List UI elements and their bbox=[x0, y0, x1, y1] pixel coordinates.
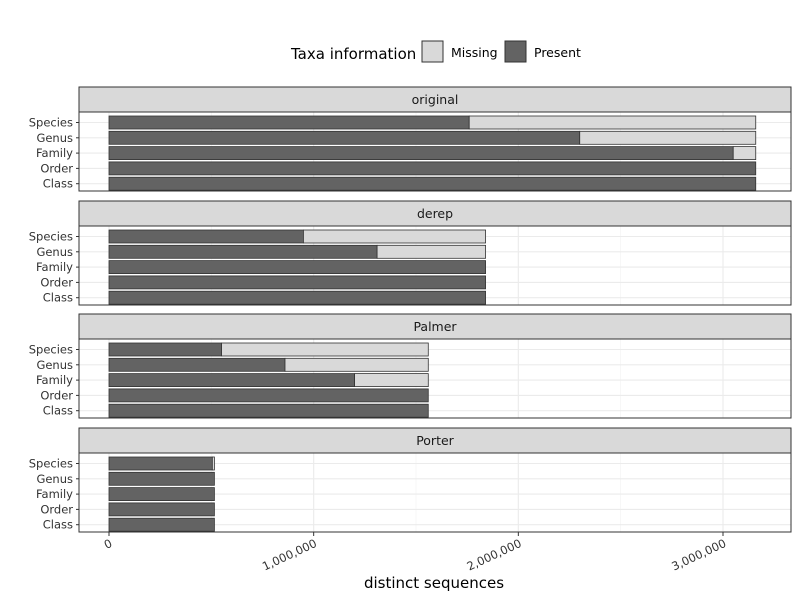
legend-title: Taxa information bbox=[290, 45, 416, 63]
bar-present-order bbox=[108, 502, 215, 517]
y-tick-label-genus: Genus bbox=[36, 472, 73, 486]
bar-present-family bbox=[108, 146, 734, 161]
x-tick-label: 2,000,000 bbox=[465, 536, 524, 573]
y-tick-label-family: Family bbox=[36, 260, 73, 274]
legend-label-present: Present bbox=[534, 45, 581, 60]
panel-strip bbox=[78, 313, 792, 340]
panel-border bbox=[78, 338, 792, 419]
panels: originalSpeciesGenusFamilyOrderClassdere… bbox=[29, 86, 792, 533]
y-tick-label-class: Class bbox=[43, 518, 73, 532]
bar-present-class bbox=[108, 290, 486, 305]
bar-present-order bbox=[108, 275, 486, 290]
y-tick-label-family: Family bbox=[36, 373, 73, 387]
bar-present-family bbox=[108, 260, 486, 275]
y-tick-label-order: Order bbox=[40, 502, 73, 516]
y-tick-label-species: Species bbox=[29, 343, 73, 357]
bar-missing-family bbox=[354, 373, 429, 388]
bar-present-class bbox=[108, 403, 429, 418]
y-tick-label-order: Order bbox=[40, 388, 73, 402]
panel-strip-label: original bbox=[412, 92, 459, 107]
panel-border bbox=[78, 111, 792, 192]
bar-missing-species bbox=[221, 342, 429, 357]
bar-present-family bbox=[108, 487, 215, 502]
bar-missing-species bbox=[303, 229, 486, 244]
y-tick-label-order: Order bbox=[40, 275, 73, 289]
bar-present-class bbox=[108, 517, 215, 532]
bar-present-class bbox=[108, 176, 757, 191]
y-tick-label-species: Species bbox=[29, 116, 73, 130]
x-axis-title: distinct sequences bbox=[364, 574, 504, 592]
y-tick-label-order: Order bbox=[40, 161, 73, 175]
y-tick-label-family: Family bbox=[36, 146, 73, 160]
bar-missing-species bbox=[211, 456, 215, 471]
x-tick-label: 3,000,000 bbox=[669, 536, 728, 573]
legend-label-missing: Missing bbox=[451, 45, 498, 60]
panel-border bbox=[78, 225, 792, 306]
y-tick-label-family: Family bbox=[36, 487, 73, 501]
panel-border bbox=[78, 452, 792, 533]
y-tick-label-genus: Genus bbox=[36, 358, 73, 372]
y-tick-label-class: Class bbox=[43, 291, 73, 305]
panel-strip bbox=[78, 427, 792, 454]
bar-present-genus bbox=[108, 130, 581, 145]
bar-missing-genus bbox=[579, 130, 757, 145]
bar-present-genus bbox=[108, 244, 378, 259]
bar-present-genus bbox=[108, 471, 215, 486]
y-tick-label-class: Class bbox=[43, 177, 73, 191]
bar-present-genus bbox=[108, 357, 286, 372]
bar-present-species bbox=[108, 229, 304, 244]
panel-strip bbox=[78, 86, 792, 113]
bar-present-species bbox=[108, 342, 222, 357]
bar-present-species bbox=[108, 456, 213, 471]
legend-key-present bbox=[504, 40, 527, 63]
bar-missing-genus bbox=[376, 244, 486, 259]
x-tick-label: 0 bbox=[102, 536, 115, 552]
bar-missing-family bbox=[732, 146, 757, 161]
bar-present-family bbox=[108, 373, 356, 388]
panel-strip-label: Porter bbox=[416, 433, 454, 448]
y-tick-label-genus: Genus bbox=[36, 245, 73, 259]
y-tick-label-class: Class bbox=[43, 404, 73, 418]
bar-present-species bbox=[108, 115, 470, 130]
y-tick-label-species: Species bbox=[29, 230, 73, 244]
legend-key-missing bbox=[421, 40, 444, 63]
panel-strip-label: derep bbox=[417, 206, 453, 221]
x-tick-label: 1,000,000 bbox=[260, 536, 319, 573]
y-tick-label-species: Species bbox=[29, 457, 73, 471]
panel-strip bbox=[78, 200, 792, 227]
y-tick-label-genus: Genus bbox=[36, 131, 73, 145]
panel-strip-label: Palmer bbox=[413, 319, 457, 334]
bar-missing-genus bbox=[284, 357, 429, 372]
legend: Taxa information Missing Present bbox=[290, 40, 581, 63]
bar-present-order bbox=[108, 161, 757, 176]
bar-present-order bbox=[108, 388, 429, 403]
bar-missing-species bbox=[468, 115, 757, 130]
x-axis: 0 1,000,000 2,000,000 3,000,000 bbox=[102, 532, 728, 573]
